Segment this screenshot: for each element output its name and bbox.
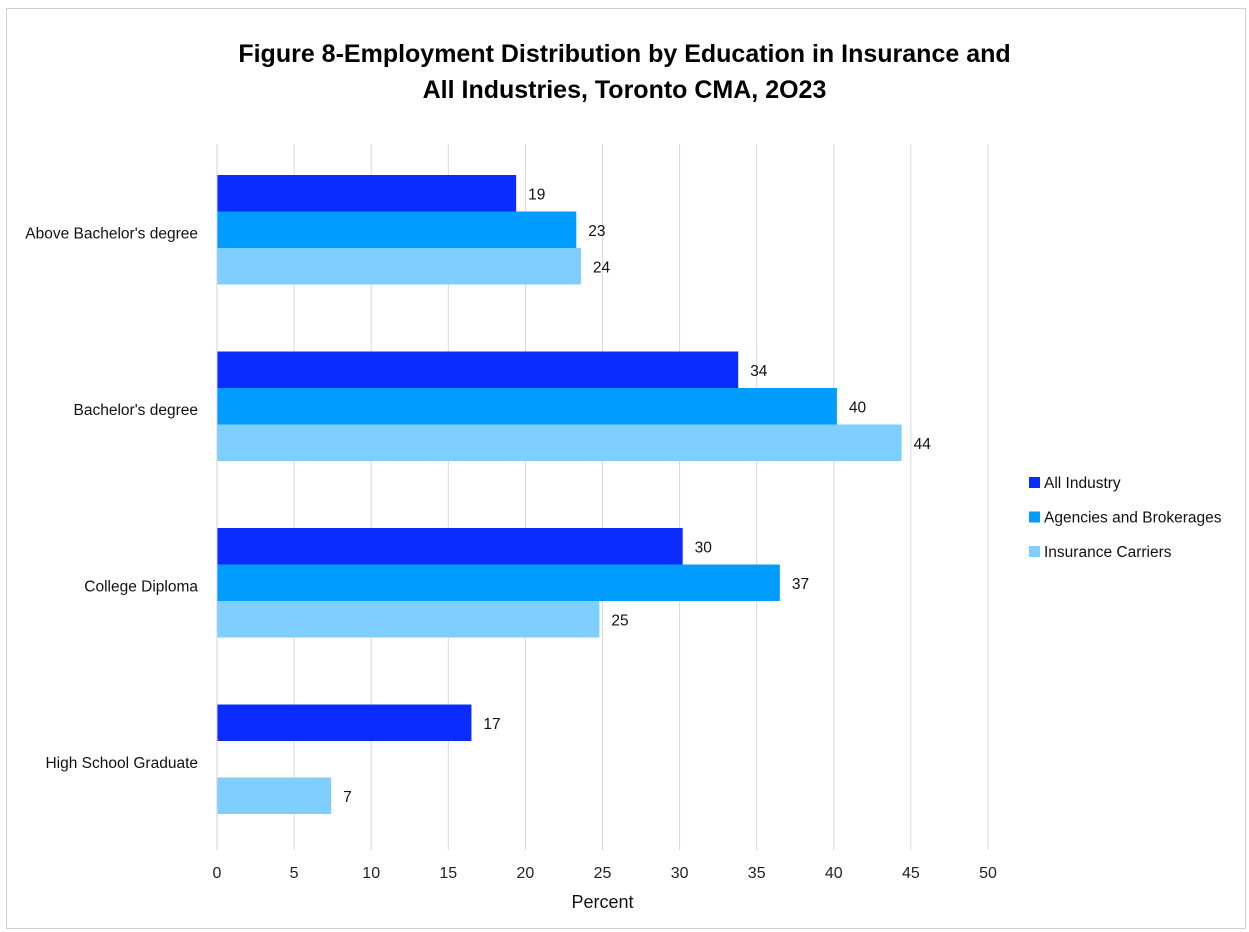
data-label: 44: [914, 436, 932, 453]
x-tick-label: 10: [362, 865, 380, 882]
category-label: College Diploma: [84, 578, 198, 595]
x-axis-label: Percent: [571, 892, 633, 912]
data-label: 19: [528, 186, 545, 203]
legend-label: All Industry: [1044, 475, 1121, 492]
x-tick-label: 15: [439, 865, 457, 882]
category-label: High School Graduate: [45, 755, 198, 772]
bar: [217, 175, 517, 212]
chart-title-line1: Figure 8-Employment Distribution by Educ…: [238, 40, 1011, 68]
bar: [217, 351, 739, 388]
bar: [217, 424, 902, 461]
chart-title-line2: All Industries, Toronto CMA, 2O23: [422, 76, 827, 104]
data-label: 25: [611, 612, 628, 629]
x-tick-label: 5: [290, 865, 299, 882]
x-tick-label: 40: [825, 865, 843, 882]
legend-label: Agencies and Brokerages: [1044, 510, 1222, 527]
bar: [217, 248, 581, 285]
bar: [217, 777, 332, 814]
data-label: 7: [343, 789, 352, 806]
data-label: 30: [695, 539, 713, 556]
bar: [217, 564, 780, 601]
x-tick-label: 50: [979, 865, 997, 882]
legend-label: Insurance Carriers: [1044, 544, 1172, 561]
x-tick-label: 30: [671, 865, 689, 882]
data-label: 23: [588, 223, 605, 240]
legend-swatch: [1029, 546, 1040, 557]
data-label: 34: [750, 363, 768, 380]
chart-frame: [6, 8, 1246, 929]
bar: [217, 704, 472, 741]
x-tick-label: 0: [213, 865, 222, 882]
data-label: 37: [792, 576, 809, 593]
data-label: 17: [483, 716, 500, 733]
bar: [217, 528, 683, 565]
x-tick-label: 25: [594, 865, 612, 882]
legend-swatch: [1029, 477, 1040, 488]
data-label: 24: [593, 259, 611, 276]
category-label: Bachelor's degree: [74, 402, 198, 419]
x-tick-label: 35: [748, 865, 766, 882]
x-tick-label: 45: [902, 865, 920, 882]
bar: [217, 211, 577, 248]
category-label: Above Bachelor's degree: [25, 225, 198, 242]
legend-swatch: [1029, 511, 1040, 523]
bar: [217, 388, 837, 425]
bar: [217, 601, 600, 638]
data-label: 40: [849, 399, 867, 416]
x-tick-label: 20: [517, 865, 535, 882]
